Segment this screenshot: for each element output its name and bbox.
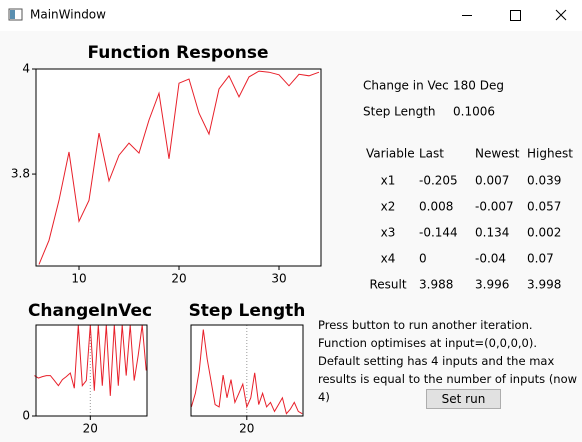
table-cell: Result (369, 278, 406, 292)
table-cell: -0.007 (475, 200, 514, 214)
app-icon (8, 8, 23, 21)
x-tick-label: 20 (171, 272, 186, 286)
description: Press button to run another iteration. F… (318, 318, 578, 404)
title-bar (0, 0, 582, 31)
info-value: 180 Deg (453, 79, 504, 93)
plot-border (190, 324, 304, 417)
x-tick-label: 20 (83, 422, 98, 436)
table-cell: 0.007 (475, 174, 509, 188)
x-tick-label: 10 (71, 272, 86, 286)
data-line (38, 70, 320, 265)
plot-border (35, 68, 322, 267)
table-cell: 0.002 (527, 226, 561, 240)
table-cell: 0.008 (419, 200, 453, 214)
close-button[interactable] (555, 9, 567, 21)
table-cell: 3.998 (527, 278, 561, 292)
data-line (190, 329, 303, 415)
chart-title: Function Response (87, 43, 268, 63)
table-cell: 0 (419, 252, 427, 266)
y-tick-label: 4 (22, 62, 30, 76)
chart-title: ChangeInVec (28, 301, 152, 321)
table-cell: 3.996 (475, 278, 509, 292)
table-header: Newest (475, 147, 520, 161)
info-label: Step Length (363, 105, 436, 119)
table-header: Highest (527, 147, 573, 161)
table-cell: -0.04 (475, 252, 506, 266)
y-tick-label: 3.8 (11, 167, 30, 181)
info-label: Change in Vec (363, 79, 449, 93)
table-cell: 3.988 (419, 278, 453, 292)
table-cell: 0.057 (527, 200, 561, 214)
table-cell: -0.205 (419, 174, 458, 188)
app-icon-fill (10, 10, 15, 19)
table-cell: 0.039 (527, 174, 561, 188)
plot-area (36, 69, 321, 266)
info-value: 0.1006 (453, 105, 495, 119)
maximize-button[interactable] (510, 10, 521, 21)
window-title: MainWindow (30, 8, 106, 22)
table-header: Variable (366, 147, 415, 161)
x-tick-label: 20 (239, 422, 254, 436)
x-tick-label: 30 (271, 272, 286, 286)
table-cell: x1 (381, 174, 396, 188)
table-cell: x2 (381, 200, 396, 214)
table-cell: x4 (381, 252, 396, 266)
plot-border (35, 324, 148, 417)
table-cell: 0.07 (527, 252, 554, 266)
set-run-button[interactable]: Set run (426, 389, 501, 409)
chart-title: Step Length (189, 301, 306, 321)
y-tick-label: 0 (22, 409, 30, 423)
table-cell: x3 (381, 226, 396, 240)
table-cell: -0.144 (419, 226, 458, 240)
table-header: Last (419, 147, 444, 161)
table-cell: 0.134 (475, 226, 509, 240)
